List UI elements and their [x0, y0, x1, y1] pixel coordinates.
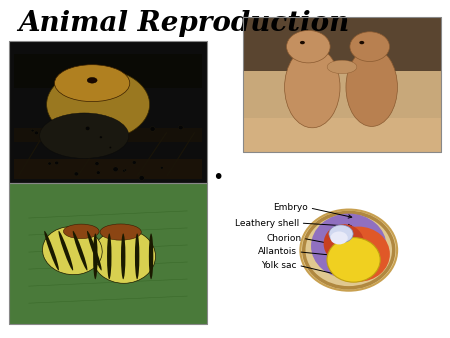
Ellipse shape	[34, 131, 39, 135]
Ellipse shape	[300, 41, 305, 44]
Ellipse shape	[73, 231, 87, 270]
Ellipse shape	[113, 167, 118, 172]
Ellipse shape	[86, 126, 90, 130]
Ellipse shape	[359, 41, 364, 44]
Bar	[243, 118, 441, 152]
Ellipse shape	[327, 238, 380, 282]
Ellipse shape	[93, 234, 98, 279]
Ellipse shape	[124, 169, 126, 171]
Ellipse shape	[149, 234, 153, 279]
Ellipse shape	[301, 210, 397, 291]
Ellipse shape	[109, 146, 112, 149]
Ellipse shape	[135, 234, 140, 279]
Ellipse shape	[40, 113, 129, 159]
Ellipse shape	[284, 47, 340, 128]
Text: Leathery shell: Leathery shell	[235, 219, 299, 227]
Ellipse shape	[87, 231, 102, 270]
Ellipse shape	[330, 232, 348, 244]
Bar	[14, 142, 203, 159]
Ellipse shape	[92, 230, 156, 283]
Ellipse shape	[346, 48, 397, 126]
Ellipse shape	[327, 60, 357, 74]
Bar	[9, 41, 207, 183]
Ellipse shape	[287, 30, 330, 63]
Ellipse shape	[122, 170, 126, 172]
Ellipse shape	[304, 212, 394, 288]
Text: Chorion: Chorion	[266, 234, 302, 243]
Text: Yolk sac: Yolk sac	[261, 261, 297, 270]
Ellipse shape	[150, 127, 155, 131]
Ellipse shape	[100, 224, 141, 240]
Ellipse shape	[95, 162, 99, 166]
Ellipse shape	[99, 136, 102, 139]
Ellipse shape	[350, 32, 390, 62]
Ellipse shape	[329, 225, 353, 243]
Ellipse shape	[161, 167, 163, 169]
Bar	[9, 183, 207, 324]
Ellipse shape	[107, 234, 112, 279]
Ellipse shape	[96, 171, 100, 174]
Ellipse shape	[58, 231, 73, 270]
Bar	[9, 41, 207, 183]
Ellipse shape	[324, 224, 364, 263]
Bar	[243, 17, 441, 71]
Text: •: •	[212, 168, 224, 187]
Bar	[14, 159, 203, 179]
Bar	[14, 54, 203, 88]
Ellipse shape	[74, 172, 79, 176]
Ellipse shape	[178, 125, 183, 130]
Ellipse shape	[54, 65, 130, 102]
Ellipse shape	[48, 162, 51, 165]
Text: Animal Reproduction: Animal Reproduction	[18, 10, 349, 37]
Ellipse shape	[139, 176, 144, 180]
Ellipse shape	[55, 161, 58, 165]
Ellipse shape	[42, 227, 102, 275]
Bar	[243, 17, 441, 152]
Ellipse shape	[121, 234, 126, 279]
Ellipse shape	[327, 226, 390, 282]
Ellipse shape	[44, 231, 59, 270]
Ellipse shape	[87, 77, 97, 83]
Bar	[243, 17, 441, 152]
Ellipse shape	[132, 161, 136, 164]
Bar	[9, 183, 207, 324]
Ellipse shape	[47, 69, 149, 140]
Text: Allantois: Allantois	[258, 247, 297, 256]
Ellipse shape	[63, 224, 99, 239]
Text: Embryo: Embryo	[274, 203, 308, 212]
Ellipse shape	[31, 129, 34, 132]
Bar	[14, 128, 203, 142]
Ellipse shape	[311, 214, 387, 279]
